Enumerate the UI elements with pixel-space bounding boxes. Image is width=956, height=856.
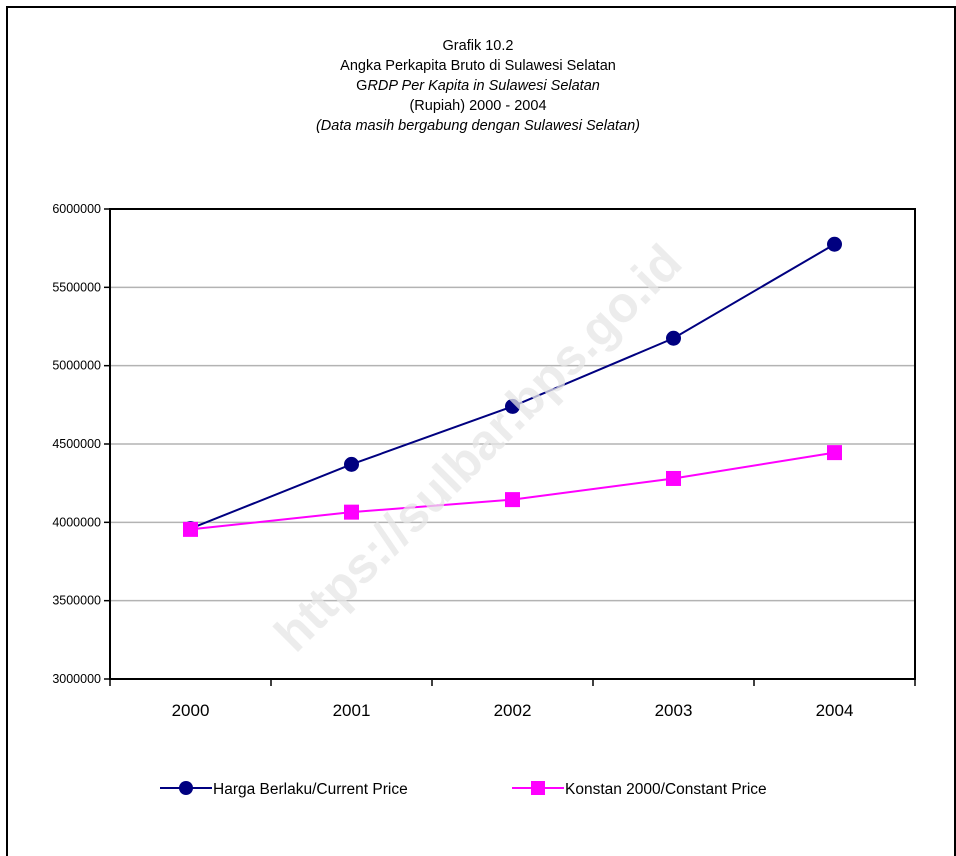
data-point-square bbox=[183, 521, 198, 537]
y-tick-label: 6000000 bbox=[52, 202, 101, 216]
chart-title-line3-italic: RDP Per Kapita in Sulawesi Selatan bbox=[367, 78, 600, 94]
legend-label: Konstan 2000/Constant Price bbox=[565, 781, 767, 798]
chart-title-line3-prefix: G bbox=[356, 78, 368, 94]
chart-title-block: Grafik 10.2 Angka Perkapita Bruto di Sul… bbox=[0, 36, 956, 136]
y-tick-label: 4500000 bbox=[52, 437, 101, 451]
data-point-circle bbox=[344, 456, 359, 472]
data-point-circle bbox=[505, 398, 520, 414]
chart-title-line1: Grafik 10.2 bbox=[442, 38, 514, 54]
y-axis-ticks: 3000000 3500000 4000000 4500000 5000000 55000… bbox=[52, 202, 110, 686]
legend-marker-square bbox=[531, 781, 545, 795]
x-tick-label: 2003 bbox=[655, 701, 693, 720]
y-tick-label: 3000000 bbox=[52, 672, 101, 686]
chart-title-line2: Angka Perkapita Bruto di Sulawesi Selata… bbox=[340, 58, 616, 74]
watermark-group: https://sulbar.bps.go.id bbox=[264, 234, 693, 663]
x-tick-label: 2000 bbox=[172, 701, 210, 720]
legend: Harga Berlaku/Current Price Konstan 2000/… bbox=[160, 781, 767, 798]
chart-title-line4: (Rupiah) 2000 - 2004 bbox=[409, 98, 547, 114]
x-axis-ticks: 2000 2001 2002 2003 2004 bbox=[109, 679, 916, 720]
y-tick-label: 3500000 bbox=[52, 594, 101, 608]
y-tick-label: 5500000 bbox=[52, 280, 101, 294]
y-tick-label: 4000000 bbox=[52, 515, 101, 529]
y-tick-label: 5000000 bbox=[52, 359, 101, 373]
x-tick-label: 2004 bbox=[816, 701, 854, 720]
data-point-square bbox=[827, 445, 842, 461]
data-point-circle bbox=[666, 330, 681, 346]
chart-frame bbox=[6, 6, 956, 856]
data-point-circle bbox=[827, 236, 842, 252]
legend-label: Harga Berlaku/Current Price bbox=[213, 781, 408, 798]
watermark-text: https://sulbar.bps.go.id bbox=[264, 234, 693, 663]
data-point-square bbox=[344, 504, 359, 520]
chart-title-line3: GRDP Per Kapita in Sulawesi Selatan bbox=[0, 76, 956, 96]
grid-lines bbox=[110, 286, 915, 602]
legend-marker-circle bbox=[179, 781, 193, 795]
data-point-square bbox=[666, 470, 681, 486]
series-group bbox=[183, 236, 842, 537]
x-tick-label: 2001 bbox=[333, 701, 371, 720]
chart-title-line5: (Data masih bergabung dengan Sulawesi Se… bbox=[315, 118, 641, 134]
x-tick-label: 2002 bbox=[494, 701, 532, 720]
data-point-square bbox=[505, 492, 520, 508]
